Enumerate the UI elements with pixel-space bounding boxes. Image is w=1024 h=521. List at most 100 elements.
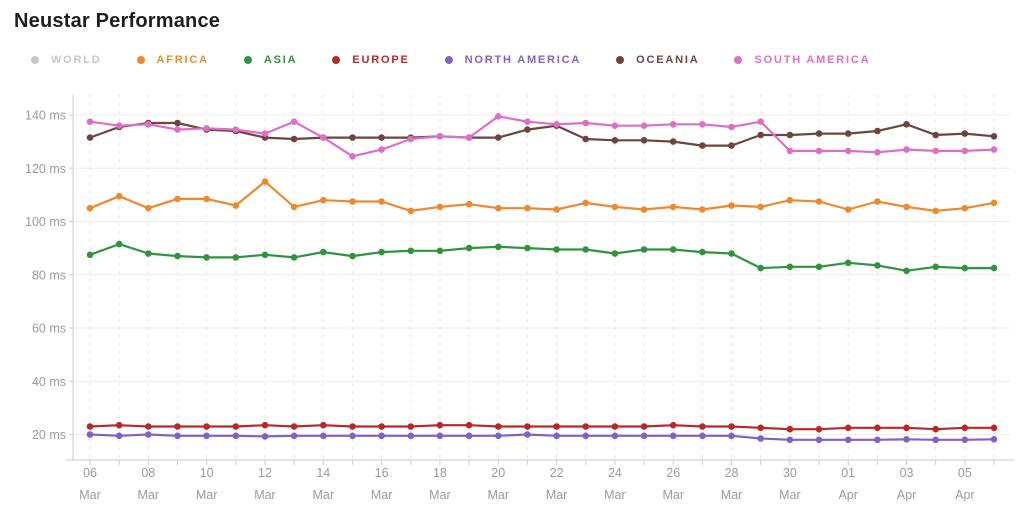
data-point-oceania[interactable] bbox=[582, 135, 589, 143]
data-point-north_america[interactable] bbox=[261, 433, 269, 440]
data-point-asia[interactable] bbox=[990, 264, 998, 272]
data-point-south_america[interactable] bbox=[349, 153, 356, 160]
data-point-north_america[interactable] bbox=[553, 432, 560, 440]
data-point-asia[interactable] bbox=[611, 250, 619, 257]
data-point-europe[interactable] bbox=[844, 424, 852, 432]
data-point-asia[interactable] bbox=[786, 263, 794, 271]
data-point-europe[interactable] bbox=[640, 423, 648, 430]
data-point-asia[interactable] bbox=[378, 248, 385, 256]
data-point-europe[interactable] bbox=[232, 423, 240, 430]
data-point-africa[interactable] bbox=[553, 206, 560, 213]
data-point-north_america[interactable] bbox=[699, 432, 706, 440]
data-point-asia[interactable] bbox=[524, 244, 531, 252]
data-point-south_america[interactable] bbox=[320, 134, 327, 141]
data-point-africa[interactable] bbox=[757, 203, 764, 211]
data-point-africa[interactable] bbox=[145, 204, 152, 212]
data-point-africa[interactable] bbox=[640, 206, 648, 213]
data-point-north_america[interactable] bbox=[961, 436, 969, 444]
data-point-south_america[interactable] bbox=[495, 113, 502, 120]
data-point-europe[interactable] bbox=[757, 424, 764, 432]
data-point-europe[interactable] bbox=[465, 421, 473, 429]
data-point-south_america[interactable] bbox=[86, 118, 94, 125]
data-point-africa[interactable] bbox=[349, 198, 356, 205]
data-point-oceania[interactable] bbox=[699, 142, 706, 149]
data-point-north_america[interactable] bbox=[874, 436, 881, 444]
data-point-asia[interactable] bbox=[815, 263, 823, 271]
data-point-south_america[interactable] bbox=[990, 146, 998, 153]
data-point-europe[interactable] bbox=[290, 423, 298, 430]
data-point-europe[interactable] bbox=[261, 421, 269, 429]
data-point-europe[interactable] bbox=[86, 423, 94, 430]
data-point-asia[interactable] bbox=[407, 247, 415, 255]
data-point-north_america[interactable] bbox=[640, 432, 648, 440]
data-point-south_america[interactable] bbox=[844, 147, 852, 155]
data-point-south_america[interactable] bbox=[524, 118, 531, 125]
data-point-asia[interactable] bbox=[669, 246, 677, 253]
data-point-south_america[interactable] bbox=[290, 118, 298, 125]
data-point-asia[interactable] bbox=[728, 250, 735, 257]
data-point-asia[interactable] bbox=[553, 246, 560, 253]
data-point-north_america[interactable] bbox=[903, 436, 910, 443]
data-point-north_america[interactable] bbox=[174, 432, 181, 440]
data-point-asia[interactable] bbox=[290, 254, 298, 261]
data-point-europe[interactable] bbox=[874, 424, 881, 432]
data-point-oceania[interactable] bbox=[728, 142, 735, 149]
data-point-europe[interactable] bbox=[669, 421, 677, 429]
data-point-europe[interactable] bbox=[349, 423, 356, 430]
data-point-europe[interactable] bbox=[145, 423, 152, 430]
legend-item-africa[interactable]: AFRICA bbox=[136, 54, 209, 66]
data-point-europe[interactable] bbox=[815, 425, 823, 433]
data-point-africa[interactable] bbox=[815, 198, 823, 205]
data-point-north_america[interactable] bbox=[115, 432, 123, 440]
legend-item-asia[interactable]: ASIA bbox=[243, 54, 297, 66]
data-point-asia[interactable] bbox=[699, 248, 706, 256]
data-point-africa[interactable] bbox=[407, 207, 415, 215]
data-point-africa[interactable] bbox=[115, 192, 123, 200]
data-point-south_america[interactable] bbox=[407, 135, 415, 143]
data-point-north_america[interactable] bbox=[232, 432, 240, 440]
data-point-europe[interactable] bbox=[932, 425, 939, 433]
data-point-south_america[interactable] bbox=[699, 121, 706, 128]
data-point-europe[interactable] bbox=[728, 423, 735, 430]
data-point-europe[interactable] bbox=[407, 423, 415, 430]
data-point-south_america[interactable] bbox=[728, 123, 735, 131]
data-point-europe[interactable] bbox=[320, 421, 327, 429]
data-point-south_america[interactable] bbox=[174, 126, 181, 133]
data-point-south_america[interactable] bbox=[903, 146, 910, 153]
data-point-asia[interactable] bbox=[145, 250, 152, 257]
data-point-north_america[interactable] bbox=[815, 436, 823, 444]
data-point-south_america[interactable] bbox=[815, 147, 823, 155]
data-point-north_america[interactable] bbox=[145, 431, 152, 438]
data-point-north_america[interactable] bbox=[786, 436, 794, 444]
data-point-africa[interactable] bbox=[320, 196, 327, 204]
data-point-south_america[interactable] bbox=[669, 121, 677, 128]
data-point-africa[interactable] bbox=[582, 199, 589, 207]
data-point-oceania[interactable] bbox=[932, 131, 939, 139]
data-point-europe[interactable] bbox=[174, 423, 181, 430]
data-point-north_america[interactable] bbox=[582, 432, 589, 440]
data-point-oceania[interactable] bbox=[290, 135, 298, 143]
data-point-africa[interactable] bbox=[290, 203, 298, 211]
data-point-oceania[interactable] bbox=[640, 137, 648, 144]
data-point-north_america[interactable] bbox=[349, 432, 356, 440]
data-point-africa[interactable] bbox=[378, 198, 385, 205]
data-point-oceania[interactable] bbox=[844, 130, 852, 137]
data-point-south_america[interactable] bbox=[786, 147, 794, 155]
data-point-south_america[interactable] bbox=[465, 134, 473, 141]
data-point-north_america[interactable] bbox=[378, 432, 385, 440]
legend-item-oceania[interactable]: OCEANIA bbox=[616, 54, 699, 66]
data-point-south_america[interactable] bbox=[932, 147, 939, 155]
data-point-north_america[interactable] bbox=[757, 435, 764, 442]
data-point-europe[interactable] bbox=[203, 423, 210, 430]
data-point-south_america[interactable] bbox=[261, 130, 269, 137]
data-point-oceania[interactable] bbox=[786, 131, 794, 139]
data-point-asia[interactable] bbox=[640, 246, 648, 253]
data-point-europe[interactable] bbox=[582, 423, 589, 430]
data-point-africa[interactable] bbox=[874, 198, 881, 205]
data-point-africa[interactable] bbox=[699, 206, 706, 213]
data-point-europe[interactable] bbox=[495, 423, 502, 430]
data-point-oceania[interactable] bbox=[990, 133, 998, 140]
data-point-oceania[interactable] bbox=[349, 134, 356, 141]
data-point-oceania[interactable] bbox=[669, 138, 677, 145]
data-point-africa[interactable] bbox=[611, 203, 619, 211]
